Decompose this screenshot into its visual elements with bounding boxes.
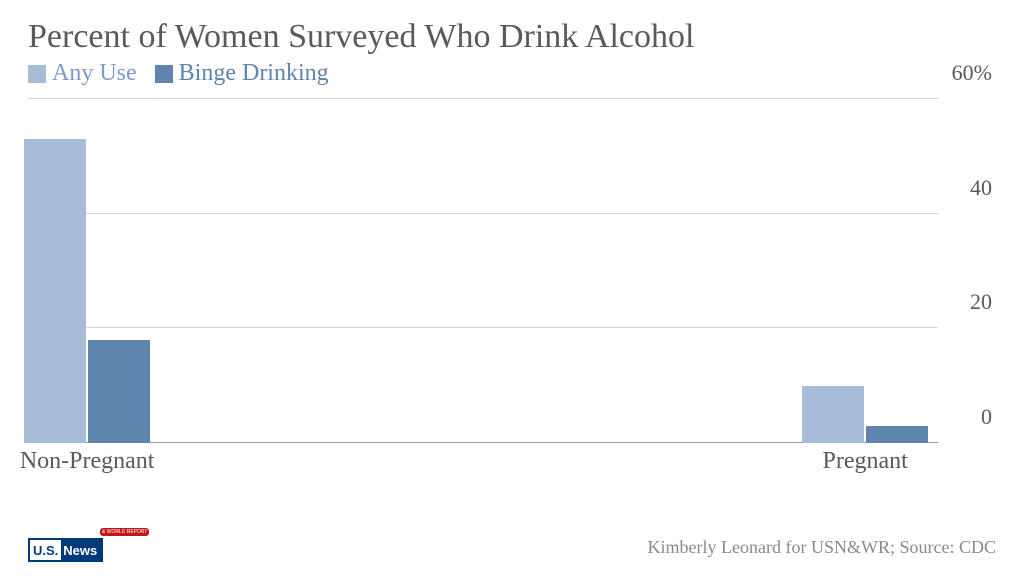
xlabel-pregnant: Pregnant [823,448,908,475]
gridline [28,213,938,214]
chart-area: 0204060%Non-PregnantPregnant [28,89,996,479]
usnews-logo: U.S. News & WORLD REPORT [28,538,103,562]
ytick-label: 0 [944,404,992,430]
legend-label-binge: Binge Drinking [179,60,329,87]
plot-region: 0204060%Non-PregnantPregnant [28,99,938,443]
logo-world-report: & WORLD REPORT [100,528,149,536]
logo-us-text: U.S. [30,540,61,560]
bar-non-pregnant-any-use [24,139,86,443]
logo-news-text: News [61,540,101,560]
xlabel-non-pregnant: Non-Pregnant [20,448,155,475]
legend-label-any-use: Any Use [52,60,137,87]
ytick-label: 60% [944,60,992,86]
legend: Any Use Binge Drinking [28,60,996,87]
gridline [28,327,938,328]
ytick-label: 20 [944,289,992,315]
gridline [28,98,938,99]
legend-swatch-any-use [28,65,46,83]
bar-non-pregnant-binge [88,340,150,443]
credit-line: Kimberly Leonard for USN&WR; Source: CDC [648,537,996,558]
chart-container: Percent of Women Surveyed Who Drink Alco… [0,0,1024,576]
logo-badge: U.S. News [28,538,103,562]
chart-title: Percent of Women Surveyed Who Drink Alco… [28,18,996,56]
ytick-label: 40 [944,175,992,201]
bar-pregnant-any-use [802,386,864,443]
bar-pregnant-binge [866,426,928,443]
legend-swatch-binge [155,65,173,83]
